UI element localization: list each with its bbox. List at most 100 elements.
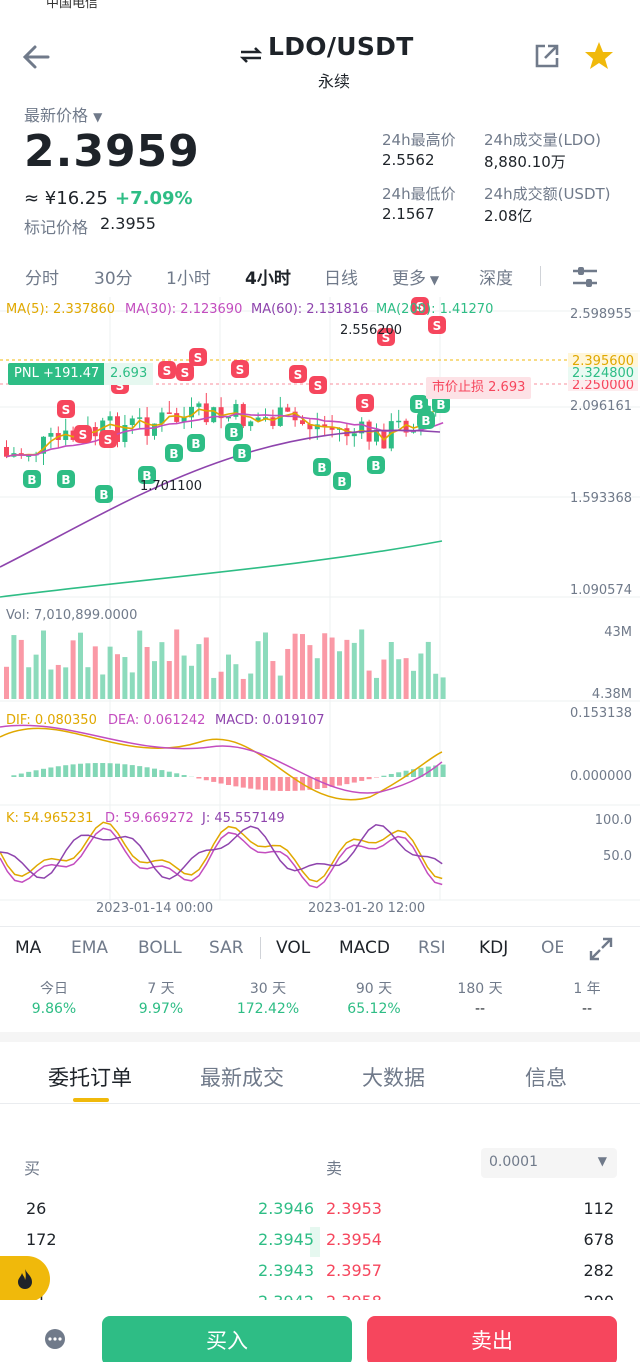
macd-histogram-bar <box>137 766 143 777</box>
tab-info[interactable]: 信息 <box>525 1066 567 1090</box>
volume-bar <box>218 671 224 699</box>
macd-histogram-bar <box>240 777 246 788</box>
carrier-label: 中国电信 <box>46 0 99 11</box>
tf-more[interactable]: 更多 ▼ <box>392 269 440 289</box>
ind-vol[interactable]: VOL <box>276 938 311 958</box>
more-chat-icon[interactable] <box>40 1328 70 1352</box>
volume-bar <box>292 633 298 699</box>
back-arrow-icon[interactable] <box>20 40 54 74</box>
candle-body <box>26 455 32 457</box>
tf-4h[interactable]: 4小时 <box>245 269 291 289</box>
volume-bar <box>63 667 69 699</box>
sell-marker <box>189 348 207 366</box>
candle-body <box>4 447 9 457</box>
k-line <box>0 821 443 883</box>
status-bar: 中国电信 <box>0 0 640 12</box>
high-label: 24h最高价 <box>382 131 456 149</box>
candle-body <box>48 433 54 437</box>
macd-histogram-bar <box>233 777 239 787</box>
volume-bar <box>137 630 143 699</box>
volume-bar <box>203 637 209 699</box>
ind-macd[interactable]: MACD <box>339 938 390 958</box>
last-price-label[interactable]: 最新价格 ▼ <box>24 106 103 125</box>
macd-histogram-bar <box>381 775 387 777</box>
marker-letter: B <box>169 447 178 461</box>
ind-ema[interactable]: EMA <box>71 938 109 958</box>
favorite-star-icon[interactable] <box>583 40 615 72</box>
perf-1y: 1 年 -- <box>573 981 601 1017</box>
swap-icon[interactable] <box>238 42 264 68</box>
contract-type: 永续 <box>318 72 351 91</box>
performance-row: 今日 9.86% 7 天 9.97% 30 天 172.42% 90 天 65.12% … <box>0 978 640 1028</box>
macd-histogram-bar <box>226 777 231 786</box>
share-icon[interactable] <box>533 42 561 70</box>
candle-body <box>285 407 291 412</box>
volume-bar <box>322 633 328 699</box>
tf-1h[interactable]: 1小时 <box>166 269 211 289</box>
chart-settings-icon[interactable] <box>570 264 600 290</box>
orderbook-row[interactable]: 9 2.3943 2.3957 282 <box>26 1261 614 1280</box>
candle-body <box>248 421 254 427</box>
indicator-bar: MA EMA BOLL SAR VOL MACD RSI KDJ OE <box>0 926 640 970</box>
active-tab-indicator <box>73 1098 109 1102</box>
y-tick: 2.096161 <box>569 399 632 414</box>
volume-bar <box>255 641 261 699</box>
tab-trades[interactable]: 最新成交 <box>200 1066 284 1090</box>
volume-bar <box>277 675 283 699</box>
tab-orders[interactable]: 委托订单 <box>48 1066 132 1090</box>
depth-bar <box>310 1227 320 1257</box>
ind-ma[interactable]: MA <box>15 938 42 958</box>
macd-top: 0.153138 <box>569 706 632 721</box>
tf-day[interactable]: 日线 <box>324 269 358 289</box>
stop-loss-badge[interactable]: 市价止损 2.693 <box>426 377 532 399</box>
marker-letter: S <box>294 368 303 382</box>
macd-histogram-bar <box>337 777 342 786</box>
tf-depth[interactable]: 深度 <box>479 269 513 289</box>
candle-body <box>189 406 194 418</box>
orderbook-row[interactable]: 26 2.3946 2.3953 112 <box>26 1199 614 1218</box>
tf-30m[interactable]: 30分 <box>94 269 133 289</box>
orderbook-row[interactable]: 21 2.3942 2.3958 200 <box>0 1289 640 1300</box>
marker-letter: S <box>116 379 125 393</box>
volume-bar <box>55 664 61 699</box>
macd-histogram-bar <box>107 763 113 777</box>
ind-rsi[interactable]: RSI <box>418 938 446 958</box>
candle-body <box>359 421 365 434</box>
macd-histogram-bar <box>159 770 165 777</box>
low-marker: 1.701100 <box>140 479 203 494</box>
perf-30d: 30 天 172.42% <box>236 981 300 1017</box>
sell-marker <box>356 394 374 412</box>
sell-marker <box>377 328 395 346</box>
sell-button[interactable]: 卖出 <box>367 1316 617 1362</box>
macd-histogram-bar <box>263 777 268 791</box>
caret-down-icon: ▼ <box>597 1154 607 1168</box>
buy-marker <box>57 470 75 488</box>
candle-body <box>388 421 394 449</box>
floating-fire-button[interactable] <box>0 1256 50 1302</box>
perf-180d: 180 天 -- <box>457 981 503 1017</box>
precision-select[interactable]: 0.0001 ▼ <box>481 1148 617 1178</box>
vol-max: 43M <box>604 625 632 640</box>
orderbook-row[interactable]: 172 2.3945 2.3954 678 <box>0 1227 640 1257</box>
price-tag-3: 2.250000 <box>568 380 639 391</box>
macd-histogram-bar <box>314 777 320 790</box>
divider <box>260 937 261 959</box>
x-date: 2023-01-20 12:00 <box>308 901 426 916</box>
low-value: 2.1567 <box>382 205 435 223</box>
ind-boll[interactable]: BOLL <box>138 938 182 958</box>
candle-body <box>329 426 335 430</box>
fullscreen-icon[interactable] <box>588 936 614 962</box>
buy-button[interactable]: 买入 <box>102 1316 352 1362</box>
volume-bar <box>41 630 46 699</box>
symbol-title[interactable]: LDO/USDT <box>268 32 414 61</box>
tab-bigdata[interactable]: 大数据 <box>362 1066 425 1090</box>
caret-down-icon: ▼ <box>93 110 103 124</box>
marker-letter: B <box>371 459 380 473</box>
ind-obv[interactable]: OE <box>541 938 563 958</box>
pnl-badge[interactable]: PNL +191.47 <box>8 363 106 385</box>
tf-minute[interactable]: 分时 <box>25 269 59 289</box>
ind-sar[interactable]: SAR <box>209 938 244 958</box>
ind-kdj[interactable]: KDJ <box>479 938 509 958</box>
perf-today: 今日 9.86% <box>31 981 77 1017</box>
